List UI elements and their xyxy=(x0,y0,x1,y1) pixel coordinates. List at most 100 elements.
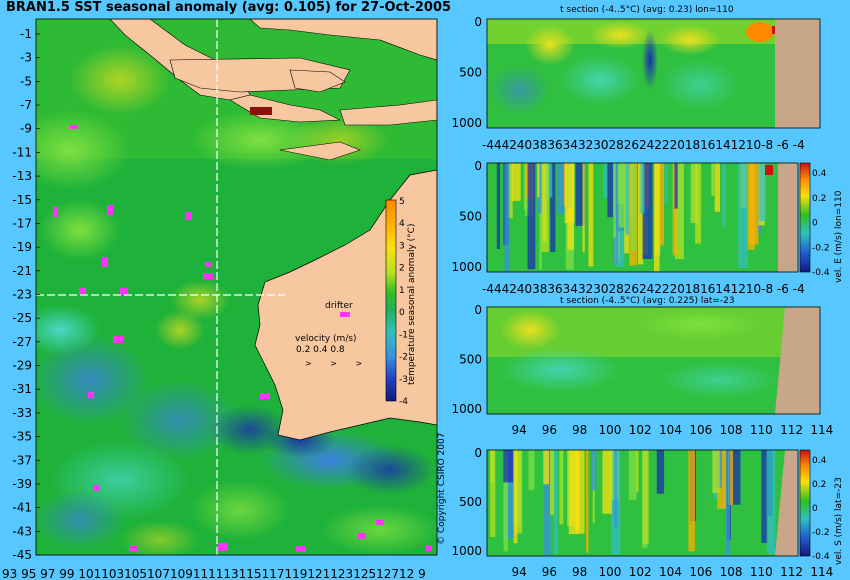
velocity-field-band xyxy=(539,163,542,270)
velocity-field-band xyxy=(609,450,619,500)
panel2-x-tick-row: -444240383634323028262422201816141210-8 … xyxy=(482,282,805,296)
velocity-field-band xyxy=(642,163,653,259)
velocity-field-band xyxy=(747,163,755,250)
velocity-field-band xyxy=(568,450,579,535)
map-lon-tick-row: 93 95 97 99 1011031051071091111131151171… xyxy=(2,567,426,580)
velocity-field-band xyxy=(656,450,665,494)
panel-lon-tick: 100 xyxy=(599,565,622,579)
panel-depth-tick: 0 xyxy=(474,303,482,317)
panel-depth-tick: 500 xyxy=(459,353,482,367)
colorbar-tick: 0 xyxy=(399,308,405,318)
colorbar-label: temperature seasonal anomaly (°C) xyxy=(407,224,417,385)
colorbar-tick: 5 xyxy=(399,197,405,207)
copyright: © Copyright CSIRO 2007 xyxy=(437,433,447,545)
vel-colorbar-tick: 0.4 xyxy=(812,169,827,179)
velocity-field-band xyxy=(714,163,721,212)
panel-lon-tick: 106 xyxy=(689,565,712,579)
map-lat-tick: -39 xyxy=(12,477,32,491)
velocity-field-band xyxy=(635,450,639,493)
velocity-field-band xyxy=(503,450,514,483)
colorbar-tick: -1 xyxy=(399,330,408,340)
panel-depth-tick: 0 xyxy=(474,159,482,173)
panel1-x-tick-row: -444240383634323028262422201816141210-8 … xyxy=(482,138,805,152)
map-lat-tick: -5 xyxy=(20,74,32,88)
velocity-field-band xyxy=(588,163,594,267)
map-lat-tick: -3 xyxy=(20,51,32,65)
velocity-field-band xyxy=(664,163,668,205)
map-lat-tick: -31 xyxy=(12,382,32,396)
vel-colorbar-tick: -0.4 xyxy=(812,268,830,278)
map-lat-tick: -1 xyxy=(20,27,32,41)
velocity-field-band xyxy=(674,163,678,209)
velocity-field-band xyxy=(690,163,698,224)
map-lat-tick: -25 xyxy=(12,311,32,325)
velocity-field-band xyxy=(602,450,612,514)
velocity-field-band xyxy=(711,163,715,196)
velocity-field-band xyxy=(560,450,563,495)
panel-lon-tick: 104 xyxy=(659,565,682,579)
velocity-field-band xyxy=(506,450,515,539)
velocity-field-band xyxy=(625,163,630,235)
velocity-field-band xyxy=(550,163,556,252)
velocity-field-band xyxy=(511,163,521,201)
velocity-field-band xyxy=(640,163,645,214)
velocity-field-band xyxy=(614,450,618,527)
velocity-field-band xyxy=(628,450,637,500)
velocity-field-band xyxy=(759,163,767,222)
velocity-field-band xyxy=(528,450,535,491)
vel-colorbar-tick: -0.2 xyxy=(812,243,830,253)
panel-lon-tick: 102 xyxy=(629,423,652,437)
velocity-field-band xyxy=(496,163,501,249)
map-lat-tick: -21 xyxy=(12,264,32,278)
panel4-field xyxy=(487,450,798,556)
velocity-field-band xyxy=(738,163,748,268)
map-lat-tick: -11 xyxy=(12,145,32,159)
velocity-label: velocity (m/s) xyxy=(295,334,357,344)
colorbar-tick: 1 xyxy=(399,286,405,296)
velocity-field-band xyxy=(766,450,776,554)
velocity-field-band xyxy=(591,450,597,491)
velocity-field-band xyxy=(575,163,585,226)
vel-colorbar-tick: 0.2 xyxy=(812,480,826,490)
panel-lon-tick: 108 xyxy=(720,565,743,579)
map-lat-tick: -23 xyxy=(12,288,32,302)
velocity-field-band xyxy=(513,450,518,544)
map-lat-tick: -33 xyxy=(12,406,32,420)
map-lat-tick: -27 xyxy=(12,335,32,349)
velocity-field-band xyxy=(537,163,540,198)
colorbar-tick: -3 xyxy=(399,375,408,385)
velocity-field-band xyxy=(549,450,555,516)
colorbar-tick: -4 xyxy=(399,397,408,407)
velocity-field-band xyxy=(637,163,644,265)
velocity-field-band xyxy=(553,450,558,554)
velocity-field-band xyxy=(725,450,731,556)
panel-depth-tick: 0 xyxy=(474,446,482,460)
map-lat-tick: -13 xyxy=(12,169,32,183)
velocity-field-band xyxy=(567,163,575,250)
velocity-field-band xyxy=(503,450,509,552)
velocity-field-band xyxy=(712,450,720,494)
colorbar-tick: 3 xyxy=(399,241,405,251)
velocity-field-band xyxy=(603,163,608,199)
velocity-field-band xyxy=(658,163,665,246)
panel-depth-tick: 500 xyxy=(459,65,482,79)
panel-lon-tick: 110 xyxy=(750,565,773,579)
panel-lon-tick: 100 xyxy=(599,423,622,437)
vel-colorbar-tick: 0.4 xyxy=(812,456,827,466)
map-lat-tick: -15 xyxy=(12,193,32,207)
map-lat-tick: -43 xyxy=(12,524,32,538)
velocity-field-band xyxy=(630,163,637,251)
velocity-field-band xyxy=(695,163,702,244)
panel-lon-tick: 102 xyxy=(629,565,652,579)
panel-lon-tick: 96 xyxy=(542,565,557,579)
colorbar-tick: -2 xyxy=(399,353,408,363)
panel-depth-tick: 1000 xyxy=(451,116,482,130)
panel-depth-tick: 1000 xyxy=(451,260,482,274)
map-lat-tick: -37 xyxy=(12,453,32,467)
panel2-right-label: vel. E (m/s) lon=110 xyxy=(834,190,844,283)
panel-lon-tick: 110 xyxy=(750,423,773,437)
main-title: BRAN1.5 SST seasonal anomaly (avg: 0.105… xyxy=(6,0,452,15)
velocity-field-band xyxy=(556,163,566,214)
map-field xyxy=(36,19,437,555)
panel-lon-tick: 98 xyxy=(572,423,587,437)
